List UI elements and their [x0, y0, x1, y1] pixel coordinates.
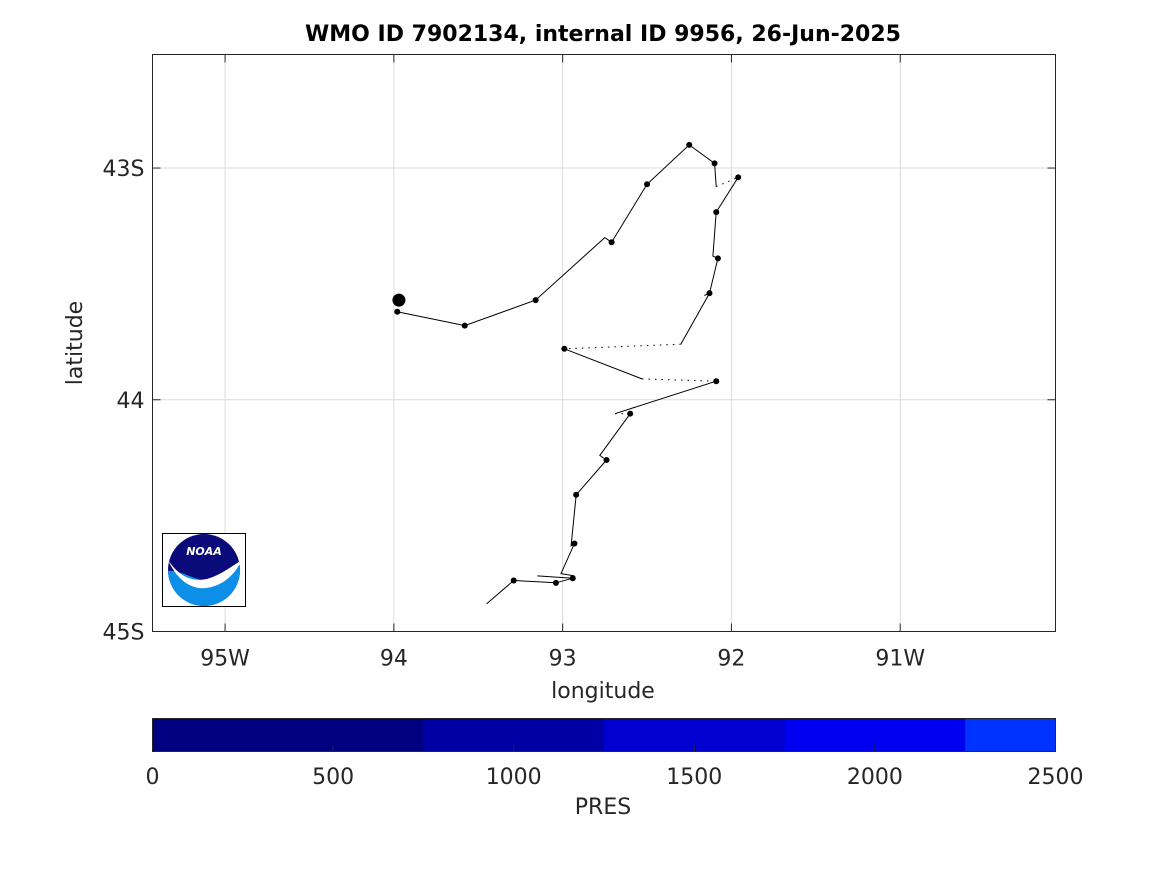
colorbar-tick-label: 1000	[486, 765, 542, 790]
profile-point	[561, 345, 568, 352]
profile-point	[627, 410, 634, 417]
trajectory-solid-segment	[614, 380, 717, 415]
colorbar-frame	[152, 718, 1056, 752]
grid-lines	[152, 54, 1056, 632]
x-tick-label: 94	[380, 647, 408, 672]
profile-point	[571, 540, 578, 547]
latest-position-marker	[392, 293, 406, 307]
trajectory-dotted-segment	[564, 343, 681, 350]
trajectory-solid-segment	[599, 413, 631, 461]
colorbar-band	[152, 718, 424, 752]
colorbar	[152, 718, 1056, 752]
trajectory-solid-segment	[560, 543, 575, 577]
profile-point	[552, 579, 559, 586]
trajectory-solid-segment	[611, 144, 717, 243]
trajectory-solid-segment	[564, 348, 643, 380]
trajectory-solid-segment	[570, 459, 607, 547]
colorbar-ticks: 0 500 1000 1500 2000 2500	[146, 745, 1084, 790]
profile-point	[713, 378, 720, 385]
y-tick-label: 45S	[103, 621, 145, 646]
trajectory-solid-segment	[486, 579, 556, 605]
x-tick-label: 95W	[200, 647, 250, 672]
trajectory-solid-segment	[680, 292, 710, 345]
trajectory-solid-segment	[537, 575, 573, 579]
profile-point	[532, 297, 539, 304]
trajectory-dotted-segment	[716, 176, 739, 188]
trajectory-dotted-segment	[641, 378, 717, 382]
colorbar-band	[965, 718, 1056, 752]
colorbar-tick-label: 2000	[847, 765, 903, 790]
profile-point	[713, 209, 720, 216]
profile-point	[510, 577, 517, 584]
profile-point	[686, 141, 693, 148]
profile-point	[603, 457, 610, 464]
profile-point	[569, 575, 576, 582]
trajectory-solid-segment	[704, 258, 719, 296]
plot-frame	[152, 54, 1056, 632]
profile-points	[392, 141, 742, 586]
x-tick-label: 93	[549, 647, 577, 672]
colorbar-tick-label: 1500	[666, 765, 722, 790]
profile-point	[714, 255, 721, 262]
x-tick-label: 92	[717, 647, 745, 672]
profile-point	[461, 322, 468, 329]
profile-point	[573, 491, 580, 498]
profile-point	[711, 160, 718, 167]
profile-point	[735, 174, 742, 181]
colorbar-label: PRES	[575, 795, 631, 820]
colorbar-tick-label: 0	[146, 765, 160, 790]
y-tick-label: 43S	[103, 157, 145, 182]
colorbar-tick-label: 2500	[1028, 765, 1084, 790]
x-tick-label: 91W	[875, 647, 925, 672]
trajectory-solid-segment	[397, 236, 612, 327]
trajectory-solid-segment	[712, 177, 739, 259]
chart-title: WMO ID 7902134, internal ID 9956, 26-Jun…	[305, 22, 901, 47]
x-axis-label: longitude	[551, 679, 655, 704]
profile-point	[608, 239, 615, 246]
noaa-logo-text: NOAA	[186, 545, 222, 558]
profile-point	[394, 308, 401, 315]
y-axis-label: latitude	[63, 301, 88, 385]
x-axis-ticks: 95W 94 93 92 91W	[200, 54, 925, 672]
profile-point	[706, 290, 713, 297]
noaa-logo: NOAA	[162, 533, 246, 607]
trajectory-lines	[397, 144, 739, 605]
y-axis-ticks: 43S 44 45S	[103, 157, 1056, 646]
profile-point	[644, 181, 651, 188]
colorbar-tick-label: 500	[312, 765, 354, 790]
y-tick-label: 44	[117, 389, 145, 414]
